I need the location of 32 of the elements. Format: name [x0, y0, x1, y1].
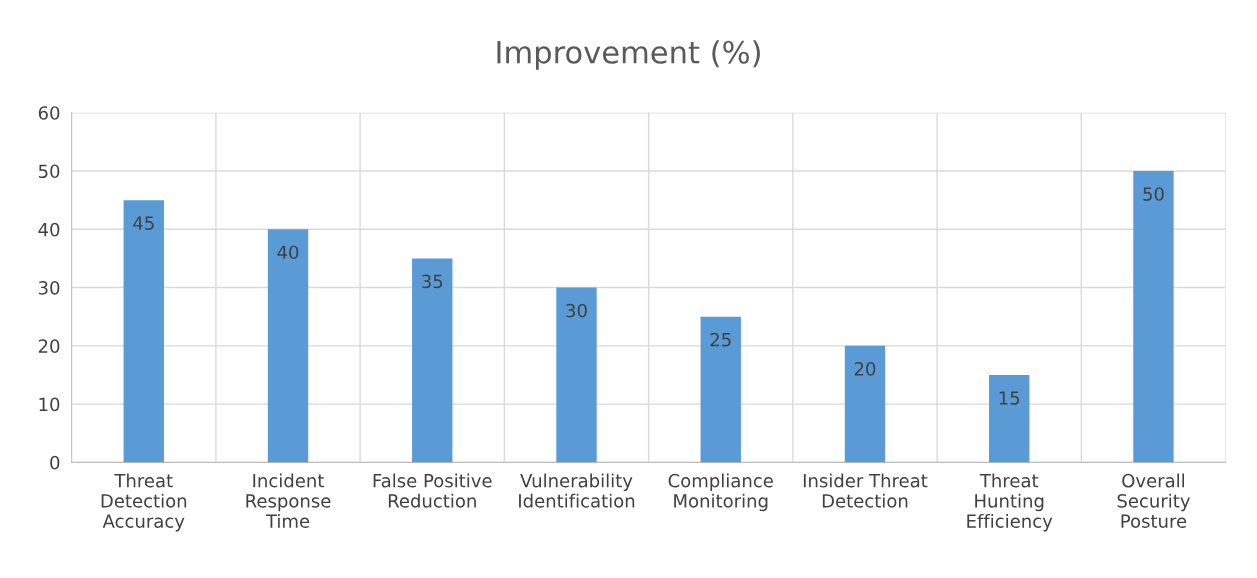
- y-tick-label: 10: [39, 397, 60, 412]
- bar: [1133, 170, 1174, 463]
- x-tick-label: Insider Threat Detection: [803, 473, 928, 508]
- data-label: 45: [133, 216, 154, 230]
- y-tick-label: 0: [50, 455, 60, 470]
- bar: [700, 316, 741, 463]
- bar: [412, 258, 453, 463]
- y-tick-label: 20: [38, 339, 60, 353]
- chart-title: Improvement (%): [497, 40, 760, 70]
- data-label: 15: [999, 391, 1020, 405]
- bar: [556, 287, 597, 463]
- x-tick-label: Vulnerability Identification: [519, 473, 635, 508]
- x-tick-label: Compliance Monitoring: [668, 473, 773, 512]
- data-label: 40: [277, 245, 299, 260]
- y-tick-label: 40: [38, 222, 60, 237]
- y-tick-label: 50: [38, 164, 60, 179]
- data-label: 30: [566, 303, 587, 318]
- bar: [989, 374, 1030, 463]
- data-label: 35: [422, 274, 443, 289]
- bar: [123, 200, 164, 463]
- y-tick-label: 60: [38, 106, 60, 120]
- x-tick-label: False Positive Reduction: [373, 473, 492, 508]
- x-tick-label: Threat Hunting Efficiency: [967, 473, 1053, 532]
- data-label: 20: [854, 362, 876, 376]
- y-tick-label: 30: [38, 281, 60, 295]
- x-tick-label: Threat Detection Accuracy: [101, 473, 187, 532]
- x-tick-label: Incident Response Time: [246, 473, 331, 528]
- bar: [267, 229, 309, 463]
- bar: [844, 345, 886, 463]
- data-label: 25: [710, 332, 731, 347]
- x-tick-label: Overall Security Posture: [1117, 473, 1190, 528]
- data-label: 50: [1143, 187, 1164, 201]
